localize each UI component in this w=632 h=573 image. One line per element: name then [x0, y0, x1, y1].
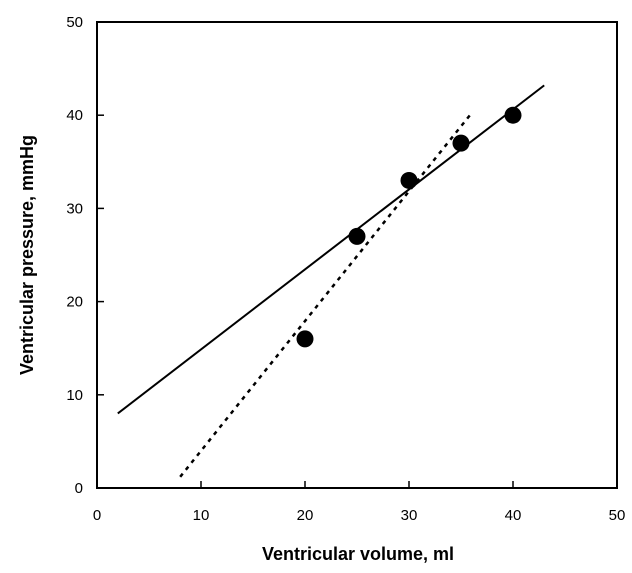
data-point	[452, 134, 470, 152]
y-axis-ticks: 0 10 20 30 40 50	[66, 14, 104, 497]
y-tick-label: 0	[75, 480, 83, 497]
data-point	[400, 171, 418, 189]
solid-fit-line	[117, 84, 545, 415]
y-tick-label: 40	[66, 107, 83, 124]
x-tick-label: 0	[93, 507, 101, 524]
x-tick-label: 30	[401, 507, 418, 524]
data-point	[296, 330, 314, 348]
data-point	[348, 227, 366, 245]
x-tick-label: 50	[609, 507, 626, 524]
y-tick-label: 20	[66, 294, 83, 311]
series-layer	[117, 84, 545, 478]
x-tick-label: 20	[297, 507, 314, 524]
data-point	[504, 106, 522, 124]
x-axis-title: Ventricular volume, ml	[262, 544, 454, 564]
y-tick-label: 30	[66, 200, 83, 217]
x-tick-label: 40	[505, 507, 522, 524]
plot-border	[96, 21, 618, 489]
y-axis-title: Ventricular pressure, mmHg	[17, 135, 37, 375]
y-tick-label: 10	[66, 387, 83, 404]
x-axis-ticks: 0 10 20 30 40 50	[93, 481, 626, 524]
y-tick-label: 50	[66, 14, 83, 31]
dotted-fit-line	[179, 112, 473, 478]
x-tick-label: 10	[193, 507, 210, 524]
plot-frame	[96, 21, 618, 489]
